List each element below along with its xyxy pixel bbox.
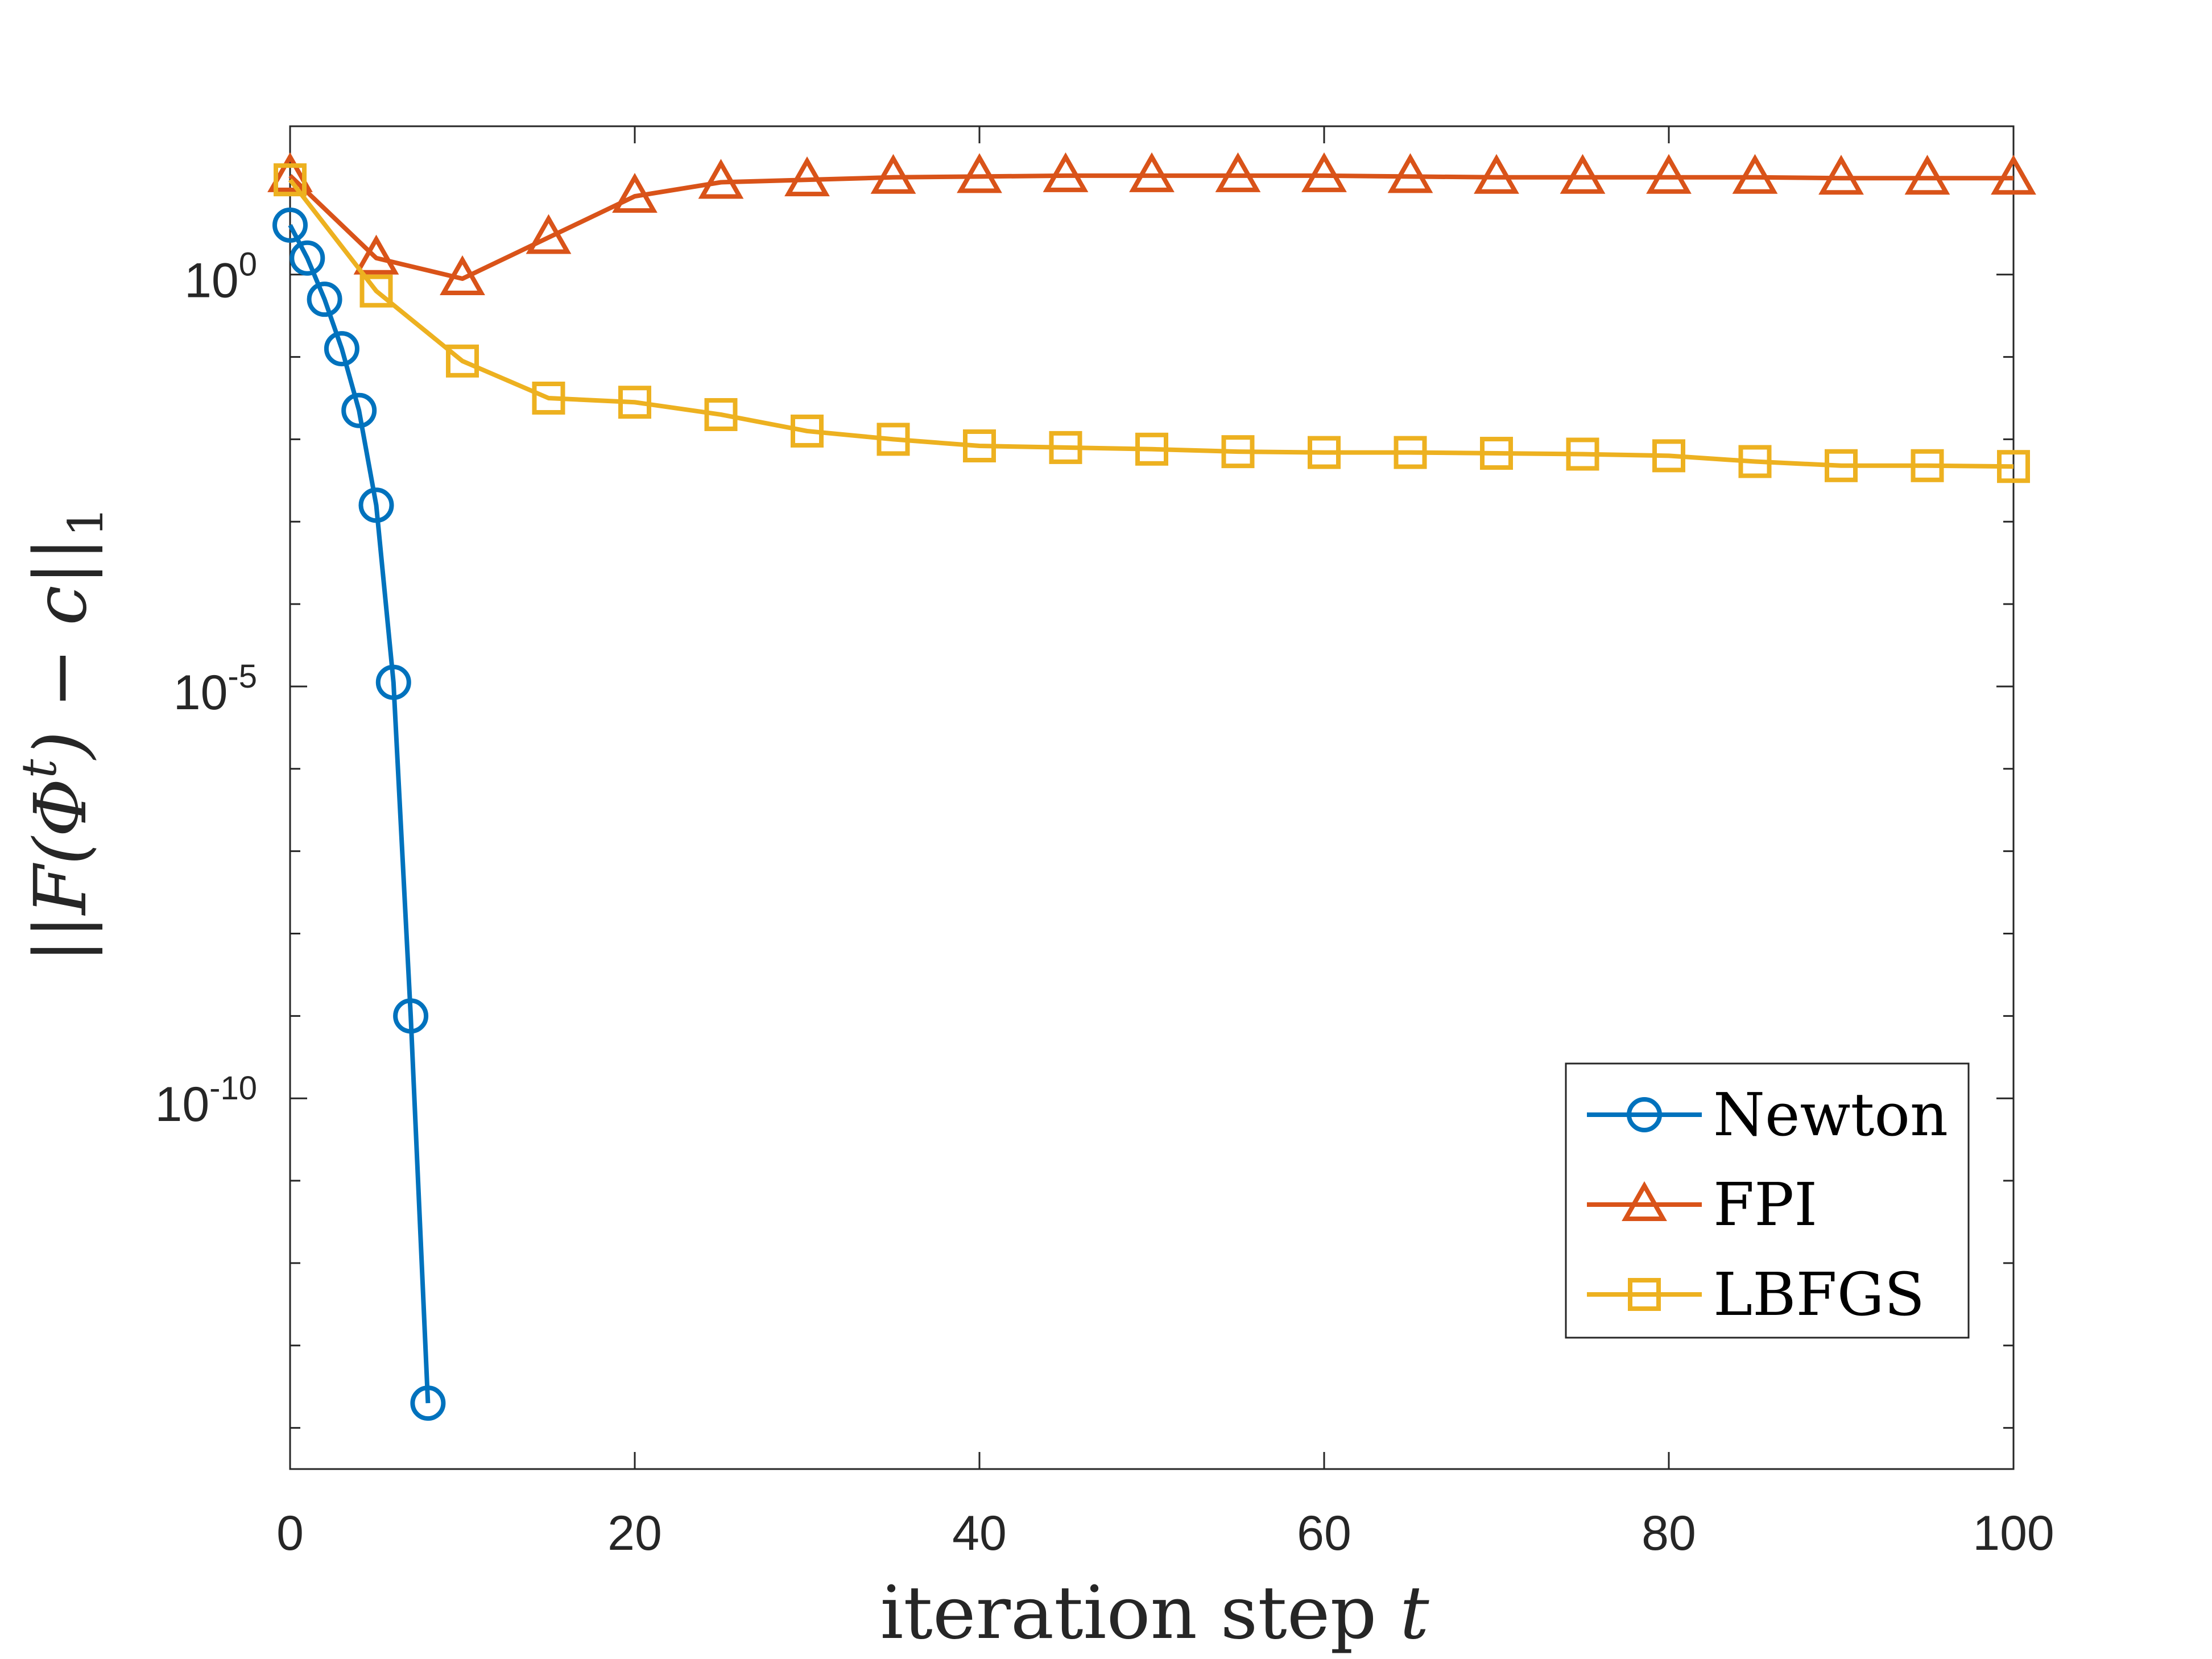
lbfgs-point (446, 344, 479, 378)
fpi-point (1474, 154, 1519, 194)
legend-item-fpi: FPI (1587, 1170, 1817, 1239)
y-axis-title: ||F(Φt) − c||1 (11, 507, 114, 963)
newton-point (290, 240, 325, 276)
lbfgs-point (876, 423, 910, 456)
lbfgs-point (1480, 437, 1513, 470)
fpi-point (267, 152, 313, 192)
series-layer (267, 152, 2036, 1421)
fpi-point (1129, 152, 1175, 192)
legend-label-lbfgs: LBFGS (1713, 1260, 1925, 1329)
fpi-point (1646, 154, 1692, 194)
fpi-point (784, 156, 830, 197)
fpi-point (870, 154, 916, 194)
legend-box (1565, 1062, 1970, 1339)
newton-point (358, 487, 394, 523)
lbfgs-point (532, 381, 565, 415)
newton-point (341, 392, 377, 428)
fpi-point (612, 173, 658, 213)
lbfgs-point (1135, 432, 1168, 466)
lbfgs-point (791, 414, 824, 448)
lbfgs-point (1652, 439, 1685, 473)
lbfgs-line (288, 178, 2014, 469)
fpi-line (288, 173, 2013, 281)
legend-item-lbfgs: LBFGS (1587, 1260, 1925, 1329)
x-tick-label: 40 (952, 1506, 1007, 1561)
fpi-point (526, 214, 572, 254)
legend-marker-newton (1627, 1097, 1662, 1132)
fpi-point (1560, 154, 1606, 194)
series-newton (272, 207, 446, 1421)
lbfgs-point (963, 429, 996, 463)
x-tick-label: 60 (1297, 1506, 1351, 1561)
x-tick-label: 20 (607, 1506, 662, 1561)
legend-label-fpi: FPI (1713, 1170, 1817, 1239)
newton-point (375, 664, 411, 700)
fpi-point (957, 153, 1002, 193)
series-fpi (267, 152, 2036, 295)
legend-label-newton: Newton (1713, 1080, 1948, 1149)
newton-point (410, 1385, 446, 1421)
newton-point (324, 331, 359, 367)
y-tick-label: 10-10 (155, 1070, 258, 1132)
lbfgs-point (1394, 436, 1427, 469)
legend-item-newton: Newton (1587, 1080, 1948, 1149)
tick-labels: 0 20 40 60 80 100 100 10-5 10-10 (155, 246, 2054, 1561)
lbfgs-point (1308, 436, 1341, 469)
lbfgs-point (618, 386, 651, 419)
fpi-point (440, 255, 485, 295)
lbfgs-point (274, 163, 307, 197)
legend-marker-lbfgs (1628, 1278, 1661, 1311)
lbfgs-point (1997, 450, 2030, 483)
lbfgs-point (1221, 435, 1255, 469)
lbfgs-point (704, 398, 738, 431)
legend-marker-fpi (1622, 1181, 1667, 1221)
lbfgs-point (1825, 449, 1858, 482)
y-tick-label: 10-5 (173, 658, 257, 720)
lbfgs-point (1911, 449, 1944, 482)
fpi-point (1301, 152, 1347, 192)
newton-point (307, 282, 342, 317)
fpi-point (1387, 153, 1433, 193)
fpi-point (1732, 154, 1778, 194)
y-tick-label: 100 (184, 246, 257, 308)
x-tick-label: 100 (1973, 1506, 2054, 1561)
fpi-point (1818, 155, 1864, 195)
fpi-point (353, 234, 399, 275)
fpi-point (1991, 155, 2036, 195)
newton-point (393, 998, 429, 1034)
lbfgs-point (1049, 431, 1082, 464)
lbfgs-point (359, 274, 393, 308)
lbfgs-point (1738, 445, 1772, 478)
x-tick-label: 80 (1642, 1506, 1696, 1561)
newton-point (272, 207, 308, 243)
fpi-point (1043, 152, 1089, 192)
legend: Newton FPI LBFGS (1565, 1062, 1970, 1339)
fpi-point (1904, 155, 1950, 195)
ticks (289, 126, 2015, 1469)
lbfgs-point (1566, 437, 1599, 471)
series-lbfgs (274, 163, 2030, 483)
fpi-point (698, 159, 744, 199)
x-axis-title: iteration step t (880, 1571, 1429, 1656)
x-tick-label: 0 (276, 1506, 304, 1561)
fpi-point (1215, 152, 1261, 192)
